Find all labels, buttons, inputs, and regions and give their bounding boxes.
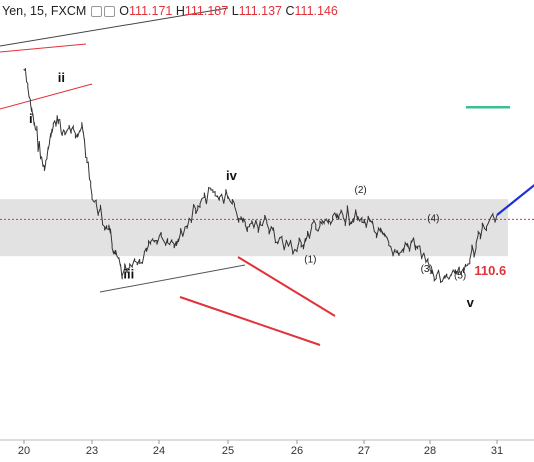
sub-wave-label: (4) [427,213,439,224]
wave-label: v [467,295,475,310]
high-key: H [175,4,185,18]
x-tick-label: 24 [153,445,165,457]
wedge-lower-line [179,296,321,346]
x-tick-label: 25 [222,445,234,457]
x-tick-label: 20 [18,445,30,457]
x-tick-label: 26 [291,445,303,457]
low-value: 111.137 [238,4,282,18]
x-tick-label: 23 [86,445,98,457]
x-tick-label: 28 [424,445,436,457]
wave-label: iii [123,266,134,281]
sub-wave-label: (1) [304,255,316,266]
settings-box-icon[interactable] [90,6,102,18]
symbol-label[interactable]: Yen, 15, FXCM [2,4,87,18]
sub-wave-label: (5) [454,270,466,281]
wave-label: i [29,111,33,126]
open-key: O [119,4,130,18]
price-level-annotation: 110.6 [474,263,506,278]
red-line-ii [0,83,93,110]
sub-wave-label: (3) [421,264,433,275]
wave-label: iv [226,168,238,183]
open-value: 111.171 [129,4,173,18]
close-value: 111.146 [294,4,338,18]
wedge-upper-line [237,256,336,317]
iv-trendline-black [99,264,246,293]
price-series-line [23,67,498,284]
low-key: L [231,4,239,18]
wave-label: ii [58,70,65,85]
x-axis-ticks: 20 23 24 25 26 27 28 31 [18,440,503,457]
close-key: C [285,4,295,18]
projection-path [496,183,534,216]
visibility-box-icon[interactable] [103,6,115,18]
x-tick-label: 27 [358,445,370,457]
upper-trendline-black [0,7,229,47]
red-line-top [0,43,87,53]
x-tick-label: 31 [491,445,503,457]
sub-wave-label: (2) [355,185,367,196]
high-value: 111.187 [184,4,229,18]
chart-header: Yen, 15, FXCM O111.171 H111.187 L111.137… [2,4,338,18]
